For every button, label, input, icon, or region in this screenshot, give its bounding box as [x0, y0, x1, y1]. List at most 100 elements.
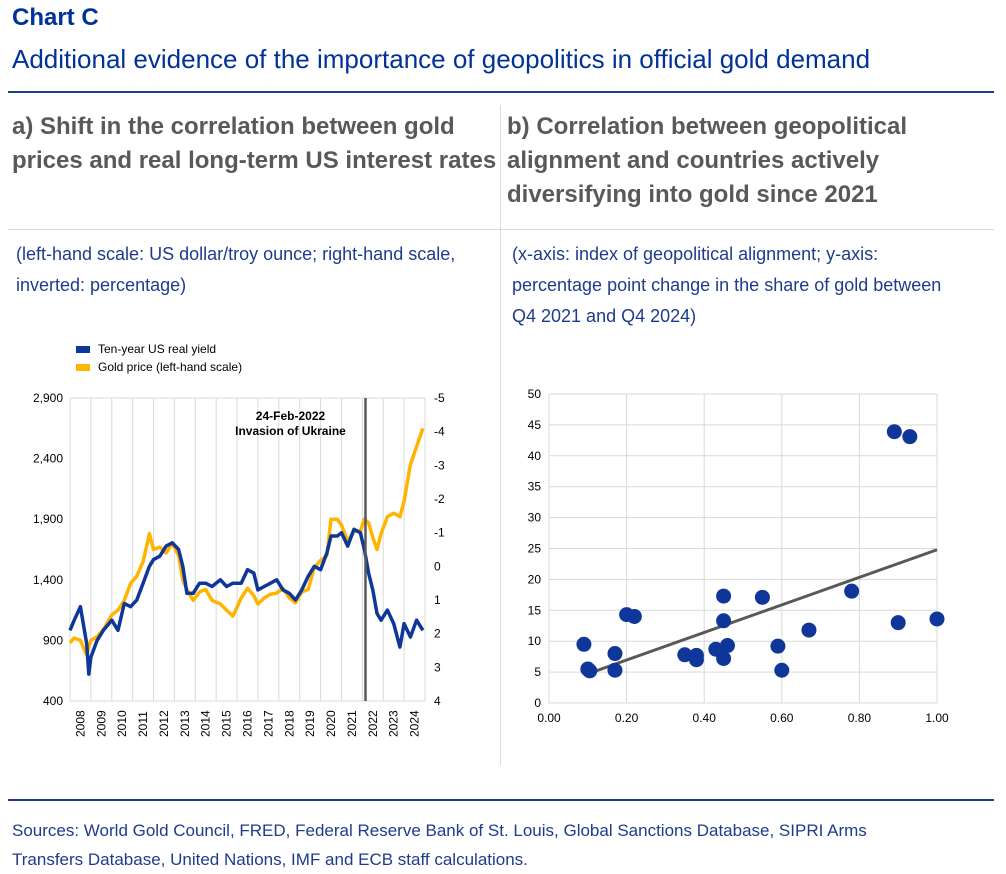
panel-a-note: (left-hand scale: US dollar/troy ounce; …	[16, 239, 496, 301]
scatter-point	[626, 608, 642, 624]
sources-note: Sources: World Gold Council, FRED, Feder…	[12, 816, 982, 874]
left-tick-label: 2,400	[33, 452, 63, 466]
x-tick-label: 2024	[408, 710, 422, 737]
legend-label: Ten-year US real yield	[98, 342, 216, 356]
panel-a-title-line: prices and real long-term US interest ra…	[12, 147, 497, 174]
right-tick-label: 1	[434, 593, 441, 607]
left-tick-label: 400	[43, 694, 63, 708]
scatter-point	[716, 613, 732, 629]
y-tick-label: 15	[528, 603, 542, 617]
scatter-point	[677, 647, 693, 663]
trend-line	[583, 548, 938, 677]
legend-swatch	[76, 346, 90, 353]
scatter-point	[929, 611, 945, 627]
panel-a-note-line: inverted: percentage)	[16, 275, 187, 295]
panel-divider	[500, 105, 501, 765]
panel-b-title-line: b) Correlation between geopolitical	[507, 113, 908, 140]
panel-a-title: a) Shift in the correlation between gold…	[12, 110, 502, 178]
scatter-point	[582, 663, 598, 679]
right-tick-label: -2	[434, 492, 445, 506]
x-tick-label: 2008	[73, 710, 87, 737]
chart-b-scatter: 0 5 10 15 20 25 30 35 40 45 50 0.00 0.20 0.40 0.60 0.80…	[528, 387, 949, 725]
right-tick-label: -5	[434, 391, 445, 405]
x-tick-label: 2013	[178, 710, 192, 737]
x-tick-label: 2019	[303, 710, 317, 737]
header-rule	[8, 91, 994, 93]
right-tick-label: -1	[434, 526, 445, 540]
y-tick-label: 10	[528, 634, 542, 648]
scatter-point	[754, 589, 770, 605]
x-tick-label: 0.40	[693, 711, 717, 725]
panel-b-note-line: (x-axis: index of geopolitical alignment…	[512, 244, 879, 264]
panel-b-title: b) Correlation between geopolitical alig…	[507, 110, 997, 212]
scatter-point	[890, 615, 906, 631]
x-tick-label: 2023	[387, 710, 401, 737]
sources-line: Sources: World Gold Council, FRED, Feder…	[12, 821, 867, 840]
y-tick-label: 30	[528, 511, 542, 525]
sources-line: Transfers Database, United Nations, IMF …	[12, 850, 528, 869]
scatter-point	[902, 429, 918, 445]
chart-a-gold-vs-real-yield: Ten-year US real yield Gold price (left-h…	[33, 342, 445, 737]
right-tick-label: -3	[434, 458, 445, 472]
x-tick-label: 2021	[345, 710, 359, 737]
x-tick-label: 0.60	[770, 711, 794, 725]
series-gold-price-line	[68, 427, 425, 657]
y-tick-label: 25	[528, 542, 542, 556]
series-real-yield-line	[68, 527, 425, 676]
legend-label: Gold price (left-hand scale)	[98, 360, 242, 374]
footer-rule	[8, 799, 994, 801]
right-tick-label: 4	[434, 694, 441, 708]
scatter-point	[770, 638, 786, 654]
scatter-point	[716, 588, 732, 604]
panel-b-note: (x-axis: index of geopolitical alignment…	[512, 239, 992, 332]
plot-frame	[69, 397, 426, 702]
x-tick-label: 2012	[157, 710, 171, 737]
y-tick-label: 45	[528, 418, 542, 432]
scatter-point	[576, 636, 592, 652]
x-tick-label: 2009	[94, 710, 108, 737]
y-tick-label: 40	[528, 449, 542, 463]
right-tick-label: -4	[434, 425, 445, 439]
scatter-point	[719, 638, 735, 654]
panel-a-note-line: (left-hand scale: US dollar/troy ounce; …	[16, 244, 456, 264]
x-tick-label: 2016	[241, 710, 255, 737]
y-tick-label: 0	[534, 696, 541, 710]
scatter-point	[607, 646, 623, 662]
x-tick-label: 1.00	[925, 711, 949, 725]
panel-a-title-line: a) Shift in the correlation between gold	[12, 113, 455, 140]
left-tick-label: 1,900	[33, 512, 63, 526]
annotation-date: 24-Feb-2022	[256, 409, 326, 423]
left-tick-label: 900	[43, 633, 63, 647]
annotation-event: Invasion of Ukraine	[235, 424, 346, 438]
x-tick-label: 2020	[324, 710, 338, 737]
x-tick-label: 2017	[261, 710, 275, 737]
panel-b-title-line: diversifying into gold since 2021	[507, 181, 878, 208]
legend-swatch	[76, 364, 90, 371]
scatter-point	[716, 651, 732, 667]
x-tick-label: 2011	[136, 711, 150, 737]
right-tick-label: 3	[434, 660, 441, 674]
chart-label: Chart C	[12, 4, 99, 31]
scatter-point	[886, 424, 902, 440]
left-tick-label: 1,400	[33, 573, 63, 587]
title-rule	[8, 229, 994, 230]
scatter-point	[774, 662, 790, 678]
y-tick-label: 20	[528, 572, 542, 586]
panel-b-note-line: Q4 2021 and Q4 2024)	[512, 306, 697, 326]
y-tick-label: 50	[528, 387, 542, 401]
scatter-point	[844, 583, 860, 599]
x-tick-label: 2010	[115, 710, 129, 737]
x-tick-label: 0.80	[848, 711, 872, 725]
x-tick-label: 0.00	[537, 711, 561, 725]
scatter-point	[801, 622, 817, 638]
x-tick-label: 2018	[282, 710, 296, 737]
panel-b-note-line: percentage point change in the share of …	[512, 275, 942, 295]
left-tick-label: 2,900	[33, 391, 63, 405]
right-tick-label: 0	[434, 559, 441, 573]
x-tick-label: 2014	[199, 710, 213, 737]
y-tick-label: 35	[528, 480, 542, 494]
right-tick-label: 2	[434, 627, 441, 641]
chart-title: Additional evidence of the importance of…	[12, 44, 871, 74]
x-tick-label: 2015	[220, 710, 234, 737]
scatter-point	[607, 662, 623, 678]
